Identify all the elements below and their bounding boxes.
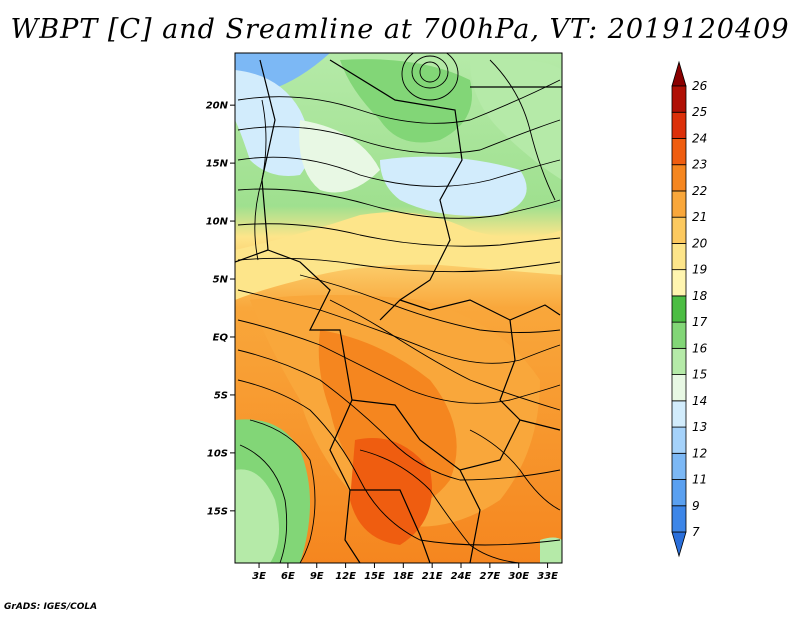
colorbar-label: 20	[692, 236, 708, 250]
latitude-axis: 20N 15N 10N 5N EQ 5S 10S 15S	[206, 101, 235, 517]
colorbar-label: 11	[692, 473, 707, 487]
lon-tick-label: 6E	[281, 571, 295, 582]
lon-tick-label: 21E	[422, 571, 443, 582]
lat-tick-label: 10N	[206, 217, 229, 228]
colorbar-label: 22	[692, 184, 707, 198]
lon-tick-label: 33E	[537, 571, 558, 582]
lat-tick-label: 15N	[206, 159, 229, 170]
colorbar-segment	[671, 374, 687, 402]
colorbar-segment	[671, 505, 687, 533]
colorbar-label: 12	[692, 446, 707, 460]
lat-tick-label: 5S	[214, 390, 228, 401]
lon-tick-label: 27E	[479, 571, 500, 582]
colorbar-label: 16	[692, 341, 708, 355]
colorbar-segment	[671, 216, 687, 244]
colorbar-label: 23	[692, 158, 707, 172]
lon-tick-label: 15E	[364, 571, 385, 582]
map-title: WBPT [C] and Sreamline at 700hPa, VT: 20…	[10, 14, 790, 45]
colorbar-segment	[671, 426, 687, 454]
lat-tick-label: 10S	[207, 448, 228, 459]
colorbar-segment	[671, 321, 687, 349]
lon-tick-label: 12E	[335, 571, 356, 582]
lon-tick-label: 18E	[393, 571, 414, 582]
lon-tick-label: 24E	[451, 571, 472, 582]
colorbar-label: 25	[692, 105, 707, 119]
colorbar-segment	[671, 400, 687, 428]
colorbar-label: 14	[692, 394, 707, 408]
colorbar-segment	[671, 164, 687, 192]
lon-tick-label: 3E	[252, 571, 266, 582]
colorbar-segment	[671, 243, 687, 271]
colorbar-segment	[671, 295, 687, 323]
colorbar-segment	[671, 85, 687, 113]
colorbar-label: 7	[692, 525, 700, 539]
colorbar-segment	[671, 111, 687, 139]
country-borders	[235, 59, 562, 563]
map-frame	[234, 52, 563, 564]
lon-tick-label: 30E	[508, 571, 529, 582]
colorbar-label: 18	[692, 289, 708, 303]
colorbar-max-extension	[671, 60, 687, 87]
longitude-axis: 3E 6E 9E 12E 15E 18E 21E 24E 27E 30E 33E	[252, 563, 558, 582]
colorbar-label: 15	[692, 368, 707, 382]
streamlines	[237, 53, 561, 563]
colorbar-segment	[671, 269, 687, 297]
colorbar-label: 9	[692, 499, 700, 513]
lat-tick-label: 15S	[207, 506, 228, 517]
lon-tick-label: 9E	[310, 571, 324, 582]
lat-tick-label: EQ	[213, 332, 229, 343]
colorbar-label: 26	[692, 79, 708, 93]
lat-tick-label: 5N	[213, 275, 229, 286]
colorbar-segment	[671, 479, 687, 507]
colorbar-segment	[671, 190, 687, 218]
colorbar-min-extension	[671, 531, 687, 558]
colorbar-label: 19	[692, 263, 707, 277]
colorbar-label: 21	[692, 210, 707, 224]
grads-credit: GrADS: IGES/COLA	[4, 602, 98, 612]
colorbar-label: 13	[692, 420, 707, 434]
wbpt-field	[235, 53, 562, 563]
colorbar-segment	[671, 347, 687, 375]
colorbar: 7 9 11 12 13 14 15 16 17 18 19 20 21 22 23 24 25 26	[671, 60, 708, 558]
colorbar-segment	[671, 138, 687, 166]
colorbar-label: 24	[692, 131, 707, 145]
colorbar-label: 17	[692, 315, 708, 329]
colorbar-segment	[671, 452, 687, 480]
lat-tick-label: 20N	[206, 101, 229, 112]
